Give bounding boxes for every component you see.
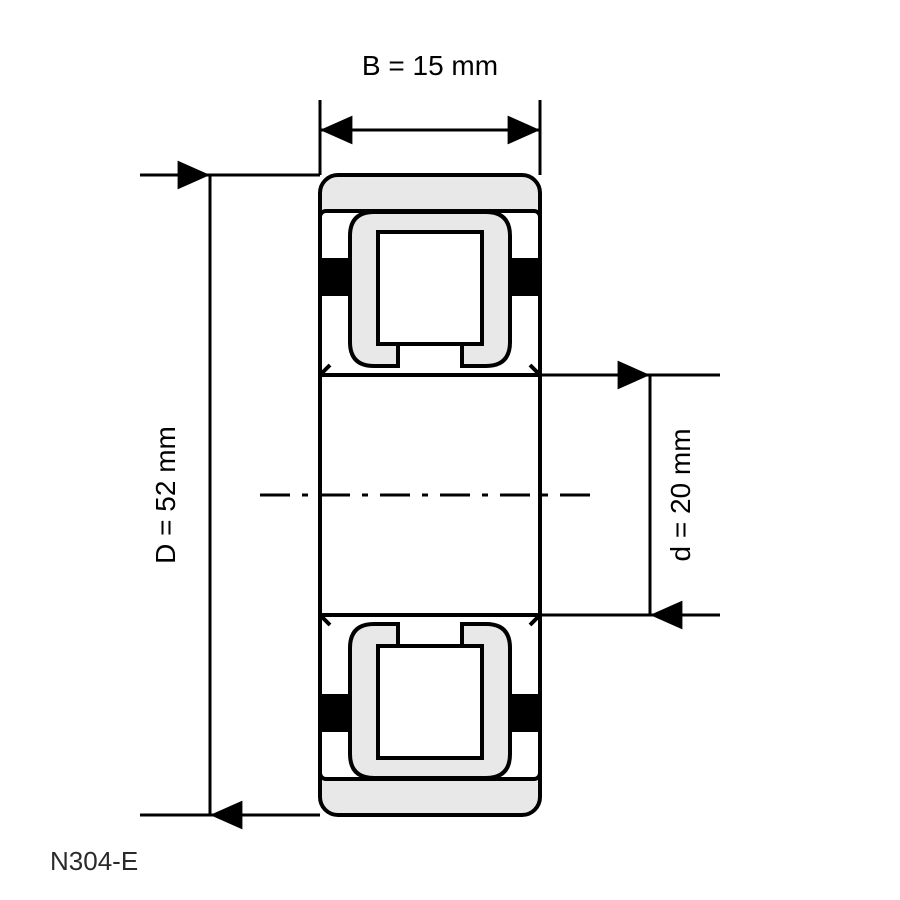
dim-B-label: B = 15 mm (362, 50, 498, 81)
dim-D-label: D = 52 mm (150, 426, 181, 564)
bearing-cross-section-diagram: B = 15 mm D = 52 mm d = 20 mm N304-E (0, 0, 900, 900)
cage-tab (512, 694, 538, 732)
cage-tab (512, 258, 538, 296)
dim-d-label: d = 20 mm (665, 428, 696, 561)
part-number-label: N304-E (50, 846, 138, 876)
roller-window-top (378, 232, 482, 344)
cage-tab (322, 258, 348, 296)
cage-tab (322, 694, 348, 732)
roller-window-bottom (378, 646, 482, 758)
